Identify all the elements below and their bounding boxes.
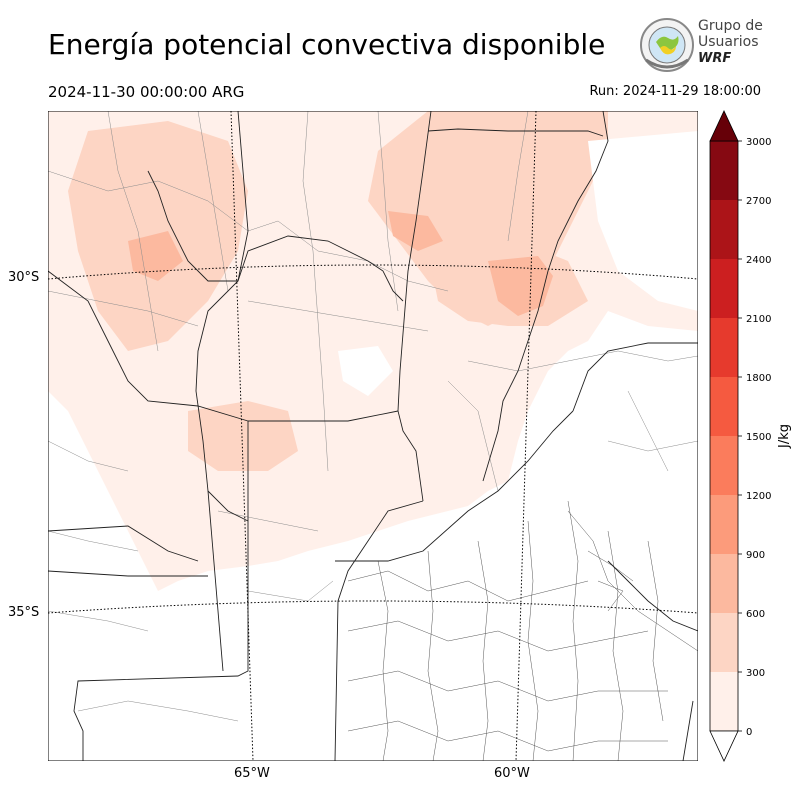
colorbar-extend-max [709, 110, 739, 142]
colorbar-tick-label: 3000 [746, 137, 771, 148]
lat-label-30s: 30°S [8, 270, 40, 285]
no-cape-area [338, 346, 393, 396]
logo-line-2: Usuarios [698, 34, 759, 50]
colorbar-tick-label: 2700 [746, 196, 771, 207]
lon-label-60w: 60°W [494, 766, 530, 781]
colorbar-swatch [710, 495, 738, 554]
graticule [48, 111, 698, 761]
globe-seal-icon [640, 18, 694, 72]
cape-shading-high-2 [388, 211, 443, 251]
colorbar-tick-label: 900 [746, 550, 765, 561]
province-borders [48, 111, 698, 761]
colorbar-swatches [709, 140, 739, 732]
colorbar-swatch [710, 377, 738, 436]
colorbar-tick-label: 600 [746, 609, 765, 620]
colorbar-tick-label: 2400 [746, 255, 771, 266]
valid-time: 2024-11-30 00:00:00 ARG [48, 83, 245, 101]
lon-label-65w: 65°W [234, 766, 270, 781]
colorbar-tick-label: 2100 [746, 314, 771, 325]
cape-shading-mid-sw [188, 401, 298, 471]
colorbar-swatch [710, 672, 738, 731]
colorbar: 0 300 600 900 1200 1500 1800 2100 2400 2700 3000 J… [709, 110, 792, 762]
buenos-aires-partidos [347, 500, 698, 761]
colorbar-tick-label: 1200 [746, 491, 771, 502]
colorbar-swatch [710, 554, 738, 613]
colorbar-tick-label: 0 [746, 727, 752, 738]
run-time: Run: 2024-11-29 18:00:00 [589, 84, 761, 99]
cape-shading-high [488, 256, 553, 316]
cape-shading-mid-north [368, 111, 608, 326]
colorbar-tick-label: 300 [746, 668, 765, 679]
logo-line-3: WRF [698, 51, 732, 66]
colorbar-swatch [710, 141, 738, 200]
no-cape-area-2 [588, 131, 698, 311]
colorbar-extend-min [709, 730, 739, 762]
colorbar-tick-label: 1500 [746, 432, 771, 443]
map-title: Energía potencial convectiva disponible [48, 28, 606, 61]
lat-label-35s: 35°S [8, 605, 40, 620]
wrf-users-logo: Grupo de Usuarios WRF [638, 16, 763, 76]
colorbar-label: J/kg [777, 424, 792, 449]
colorbar-ticks: 0 300 600 900 1200 1500 1800 2100 2400 2700 3000 [738, 137, 771, 738]
department-borders [48, 111, 698, 722]
cape-map [48, 111, 698, 761]
colorbar-swatch [710, 318, 738, 377]
colorbar-swatch [710, 613, 738, 672]
colorbar-swatch [710, 200, 738, 259]
colorbar-swatch [710, 259, 738, 318]
cape-shading-high-3 [128, 231, 183, 281]
logo-line-1: Grupo de [698, 18, 763, 34]
colorbar-tick-label: 1800 [746, 373, 771, 384]
colorbar-swatch [710, 436, 738, 495]
coastline [607, 560, 698, 761]
